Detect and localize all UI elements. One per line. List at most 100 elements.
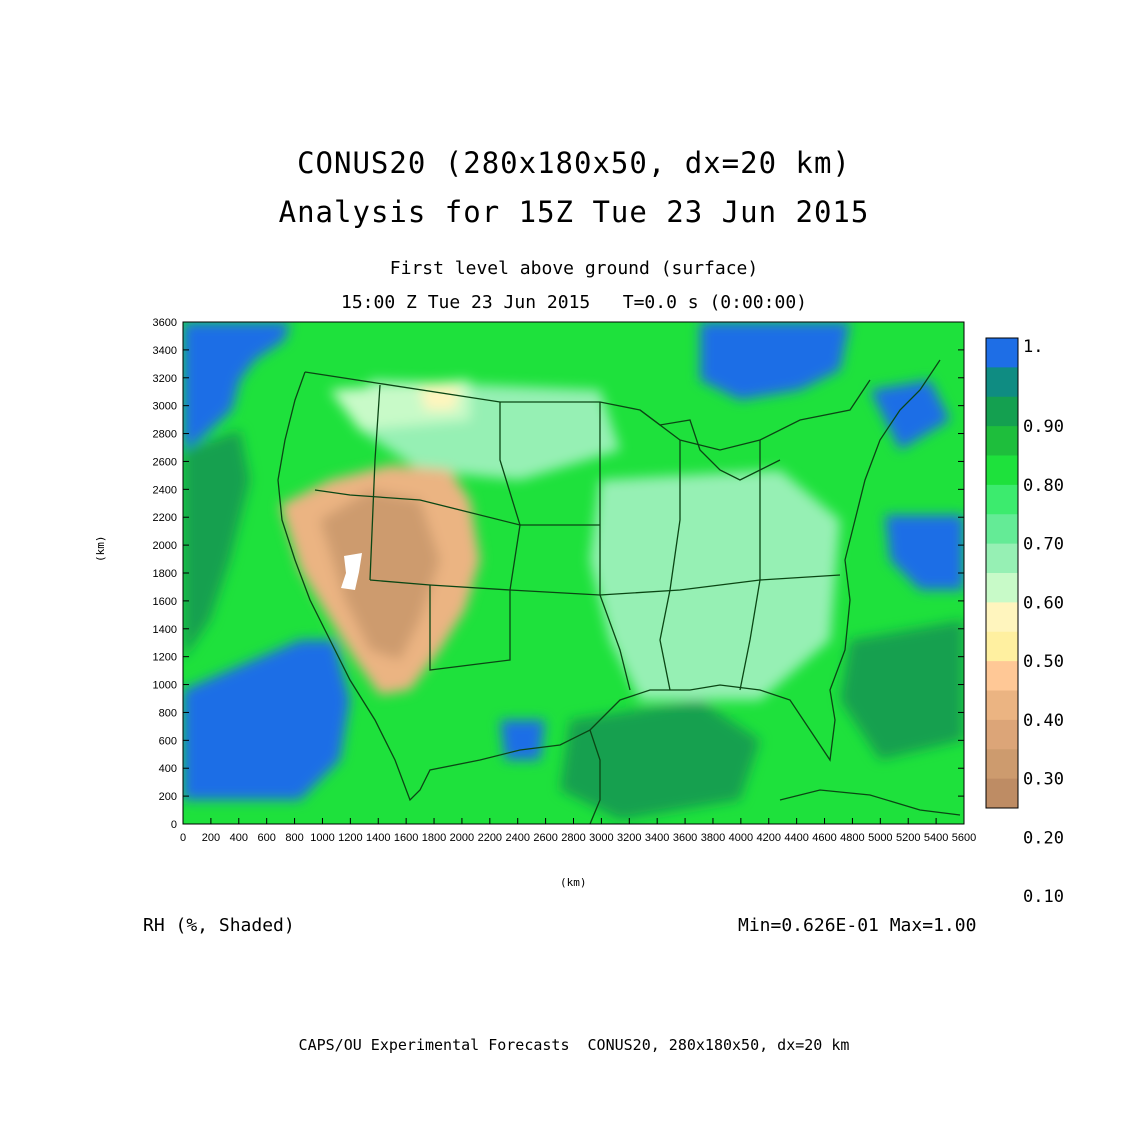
x-tick-label: 1600 [394,832,418,844]
atlantic-wet-area [885,515,964,590]
x-tick-label: 4600 [812,832,836,844]
y-tick-label: 1000 [153,680,177,692]
y-tick-label: 1200 [153,652,177,664]
colorbar-segment [986,778,1018,809]
pacific-wet-area [183,322,290,450]
x-tick-label: 800 [285,832,303,844]
y-tick-label: 0 [171,819,177,831]
y-tick-label: 800 [159,707,177,719]
colorbar-frame [985,337,1019,809]
colorbar-segment [986,543,1018,574]
x-tick-label: 3000 [589,832,613,844]
colorbar-segment [986,484,1018,515]
y-tick-label: 2800 [153,429,177,441]
colorbar-label: 0.90 [1023,417,1064,437]
hudson-bay-wet-area [700,322,850,400]
x-tick-label: 5000 [868,832,892,844]
atlantic-moist-area [840,620,964,760]
great-lakes-outline [639,409,781,481]
colorbar-segment [986,661,1018,691]
x-tick-label: 4200 [757,832,781,844]
y-tick-label: 1800 [153,568,177,580]
y-axis-label: (km) [94,535,107,563]
colorbar-label: 0.50 [1023,652,1064,672]
variable-label: RH (%, Shaded) [143,915,295,936]
colorbar-segment [986,602,1018,633]
colorbar-segment [986,455,1018,486]
x-tick-label: 200 [202,832,220,844]
montana-light-dry-spot [420,385,460,410]
colorbar-label: 0.70 [1023,535,1064,555]
x-tick-label: 2200 [478,832,502,844]
state-line-vertical-1 [369,384,381,581]
colorbar-segment [986,719,1018,750]
x-tick-label: 1000 [310,832,334,844]
cuba-outline [779,789,961,816]
colorbar-segment [986,573,1018,603]
y-tick-label: 1400 [153,624,177,636]
y-tick-label: 400 [159,763,177,775]
y-tick-label: 1600 [153,596,177,608]
x-axis: 0 200 400 600 800 1000 1200 1400 1600 1800 2000 220… [180,818,976,844]
state-line-vertical-2 [499,402,521,591]
x-tick-label: 2400 [505,832,529,844]
x-tick-label: 3800 [701,832,725,844]
state-line-south [429,585,511,671]
subtitle-level: First level above ground (surface) [389,258,759,279]
title-line-1: CONUS20 (280x180x50, dx=20 km) [297,146,851,180]
y-tick-label: 200 [159,791,177,803]
gulf-coastline [589,359,941,762]
state-line-vertical-3 [599,402,631,691]
pacific-moist-band [183,430,250,660]
y-tick-label: 3600 [153,317,177,329]
x-tick-label: 2800 [561,832,585,844]
colorbar-segment [986,631,1018,662]
x-tick-label: 2600 [533,832,557,844]
y-tick-label: 600 [159,735,177,747]
min-max-label: Min=0.626E-01 Max=1.00 [738,915,977,936]
x-tick-label: 4400 [784,832,808,844]
colorbar-label: 0.60 [1023,593,1064,613]
y-axis: 0 200 400 600 800 1000 1200 1400 1600 1800 2000 220… [153,317,964,831]
colorbar-label: 1. [1023,337,1043,357]
colorbar-label: 0.10 [1023,887,1064,907]
x-tick-label: 600 [257,832,275,844]
title-line-2: Analysis for 15Z Tue 23 Jun 2015 [278,195,870,229]
colorbar-segment [986,749,1018,780]
x-tick-label: 2000 [450,832,474,844]
colorbar-segment [986,690,1018,721]
y-tick-label: 2400 [153,484,177,496]
state-line-vertical-5 [739,440,761,691]
y-tick-label: 2600 [153,456,177,468]
gulf-wet-spot [500,720,545,760]
y-tick-label: 3000 [153,401,177,413]
x-axis-label: (km) [560,876,587,889]
x-tick-label: 5400 [924,832,948,844]
x-tick-label: 4800 [840,832,864,844]
x-tick-label: 4000 [729,832,753,844]
colorbar-label: 0.30 [1023,770,1064,790]
x-tick-label: 400 [230,832,248,844]
y-tick-label: 2000 [153,540,177,552]
x-tick-label: 3200 [617,832,641,844]
colorbar-segment [986,367,1018,398]
x-tick-label: 5600 [952,832,976,844]
colorbar: 1. 0.90 0.80 0.70 0.60 0.50 0.40 0.30 0.20 0.10 [985,337,1064,907]
x-tick-label: 3400 [645,832,669,844]
x-tick-label: 1800 [422,832,446,844]
y-tick-label: 3200 [153,373,177,385]
x-tick-label: 5200 [896,832,920,844]
x-tick-label: 1400 [366,832,390,844]
state-line-west [314,489,600,526]
y-tick-label: 3400 [153,345,177,357]
colorbar-label: 0.40 [1023,711,1064,731]
pacific-southwest-wet-area [183,640,350,800]
colorbar-label: 0.20 [1023,828,1064,848]
colorbar-segment [986,514,1018,545]
colorbar-label: 0.80 [1023,476,1064,496]
canada-border [304,371,871,451]
great-basin-very-dry-area [320,490,440,660]
us-coastline [277,371,601,824]
colorbar-segment [986,396,1018,427]
